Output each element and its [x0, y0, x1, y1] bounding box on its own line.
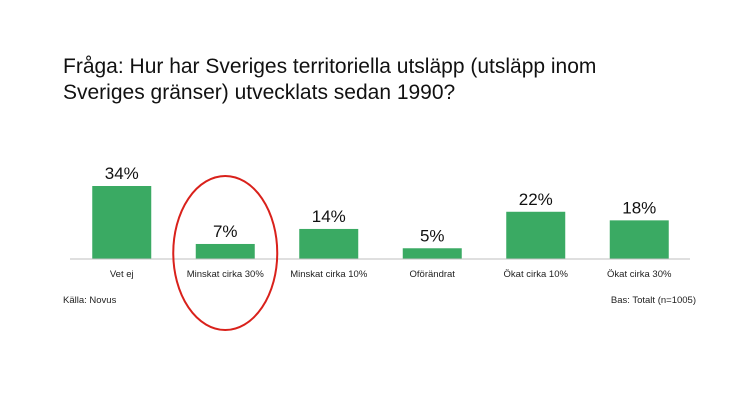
bar: [299, 228, 359, 259]
source-note: Källa: Novus: [63, 295, 117, 306]
data-label: 5%: [420, 226, 445, 245]
chart-title: Fråga: Hur har Sveriges territoriella ut…: [63, 55, 597, 104]
x-tick-label: Vet ej: [110, 269, 134, 280]
data-label: 22%: [519, 190, 553, 209]
highlight-ellipse: [172, 175, 279, 331]
bar: [609, 220, 669, 259]
x-tick-label: Oförändrat: [410, 269, 456, 280]
data-label: 34%: [105, 164, 139, 183]
tick-labels-group: Vet ej Minskat cirka 30% Minskat cirka 10%…: [110, 269, 672, 280]
bar: [195, 243, 255, 259]
data-label: 18%: [622, 198, 656, 217]
data-label: 7%: [213, 222, 238, 241]
x-tick-label: Minskat cirka 10%: [290, 269, 368, 280]
data-labels-group: 34% 7% 14% 5% 22% 18%: [105, 164, 657, 245]
bars-group: [92, 186, 669, 259]
x-tick-label: Ökat cirka 30%: [607, 269, 672, 280]
base-note: Bas: Totalt (n=1005): [610, 295, 696, 306]
bar: [402, 248, 462, 259]
bar: [92, 186, 152, 259]
data-label: 14%: [312, 207, 346, 226]
bar: [506, 211, 566, 259]
x-tick-label: Ökat cirka 10%: [504, 269, 569, 280]
x-tick-label: Minskat cirka 30%: [187, 269, 265, 280]
